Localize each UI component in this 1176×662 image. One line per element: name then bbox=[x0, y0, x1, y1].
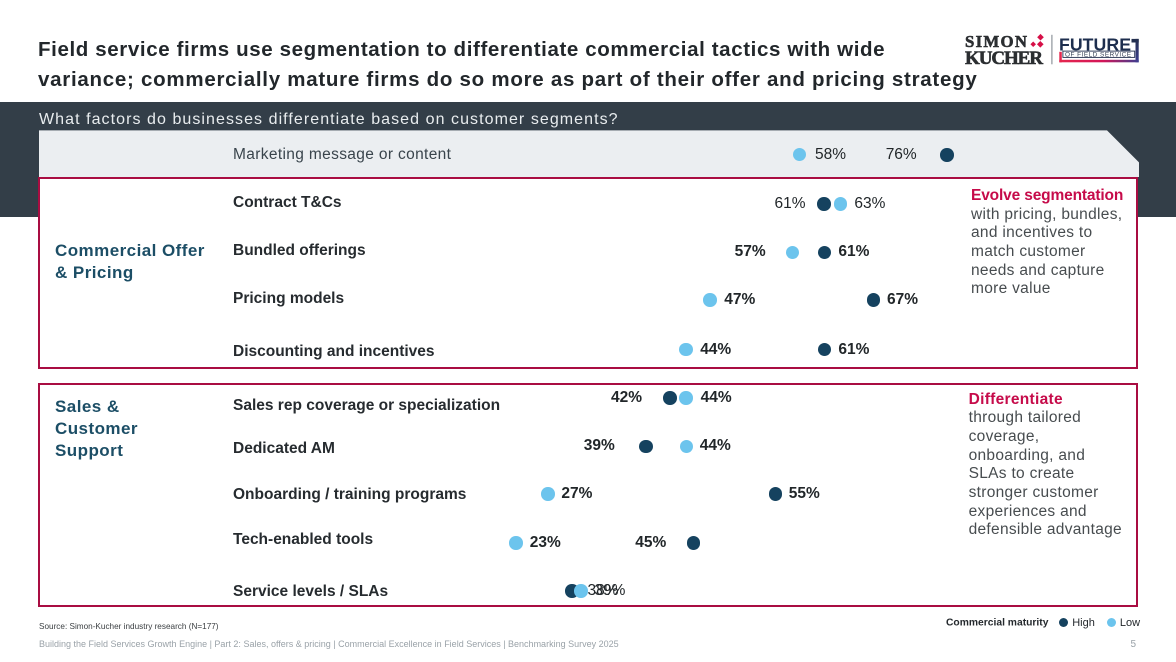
svg-text:KUCHER: KUCHER bbox=[965, 48, 1043, 69]
svg-text:OF FIELD SERVICE: OF FIELD SERVICE bbox=[1065, 51, 1131, 58]
svg-text:FUTURE: FUTURE bbox=[1059, 35, 1131, 55]
svg-text:SIMON: SIMON bbox=[965, 32, 1027, 51]
